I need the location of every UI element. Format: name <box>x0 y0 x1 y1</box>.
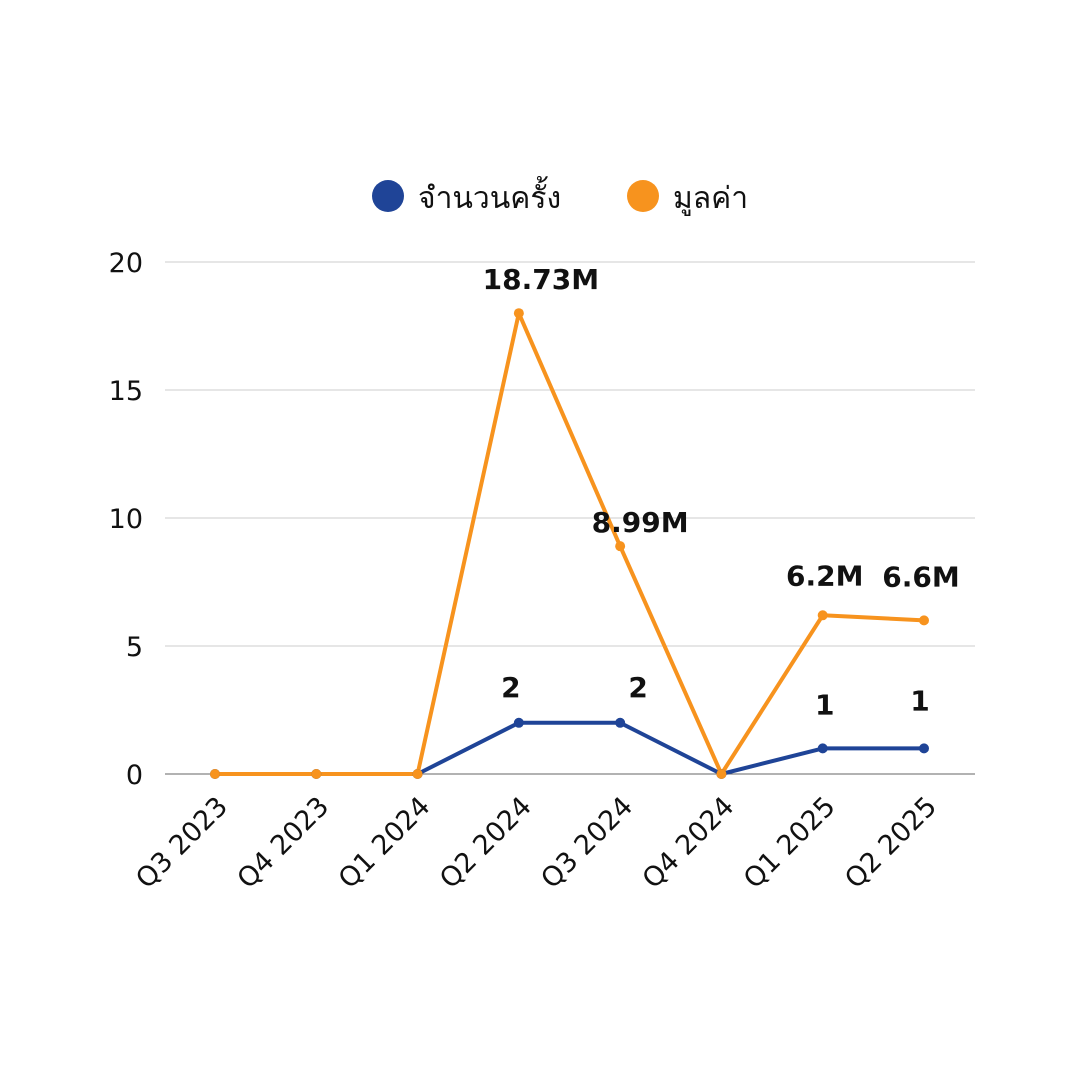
series-2-point-4 <box>615 541 626 552</box>
series-1-point-3 <box>513 717 524 728</box>
x-tick-label-1: Q4 2023 <box>231 791 335 895</box>
legend-marker-series-1 <box>372 180 404 212</box>
series-points <box>210 308 929 779</box>
series-lines <box>213 311 926 776</box>
gridlines <box>165 261 975 775</box>
y-tick-label-10: 10 <box>109 504 143 535</box>
series-line-2 <box>213 311 926 776</box>
data-labels: 2 2 1 1 18.73M 8.99M 6.2M 6.6M <box>483 263 960 721</box>
x-tick-label-7: Q2 2025 <box>839 791 943 895</box>
series-1-data-label-3: 2 <box>501 671 520 704</box>
x-tick-label-3: Q2 2024 <box>434 791 538 895</box>
x-tick-label-5: Q4 2024 <box>637 791 741 895</box>
y-tick-label-5: 5 <box>126 632 143 663</box>
x-tick-label-2: Q1 2024 <box>333 791 437 895</box>
y-tick-label-0: 0 <box>126 760 143 791</box>
series-1-point-6 <box>817 743 828 754</box>
legend-label-series-1: จำนวนครั้ง <box>418 176 561 216</box>
series-1-data-label-6: 1 <box>815 688 834 721</box>
series-2-data-label-4: 8.99M <box>592 506 689 539</box>
y-tick-label-20: 20 <box>109 248 143 279</box>
series-2-point-6 <box>817 610 828 621</box>
series-1-data-label-4: 2 <box>628 671 647 704</box>
series-1-point-7 <box>919 743 929 754</box>
x-tick-label-0: Q3 2023 <box>130 791 234 895</box>
series-2-point-1 <box>311 769 322 779</box>
y-axis-ticks: 0 5 10 15 20 <box>109 248 143 791</box>
series-2-data-label-3: 18.73M <box>483 263 599 296</box>
legend-marker-series-2 <box>627 180 659 212</box>
series-1-point-4 <box>615 717 626 728</box>
x-tick-label-6: Q1 2025 <box>738 791 842 895</box>
series-2-point-2 <box>412 769 423 779</box>
y-tick-label-15: 15 <box>109 376 143 407</box>
series-2-data-label-6: 6.2M <box>786 559 863 592</box>
series-2-point-0 <box>210 769 220 779</box>
x-tick-label-4: Q3 2024 <box>535 791 639 895</box>
series-2-point-3 <box>513 308 524 319</box>
legend: จำนวนครั้ง มูลค่า <box>372 176 748 216</box>
series-2-point-5 <box>716 769 727 779</box>
series-line-1 <box>213 720 926 776</box>
legend-label-series-2: มูลค่า <box>673 181 748 216</box>
series-2-data-label-7: 6.6M <box>882 560 959 593</box>
series-2-point-7 <box>919 615 929 626</box>
series-1-data-label-7: 1 <box>910 684 929 717</box>
